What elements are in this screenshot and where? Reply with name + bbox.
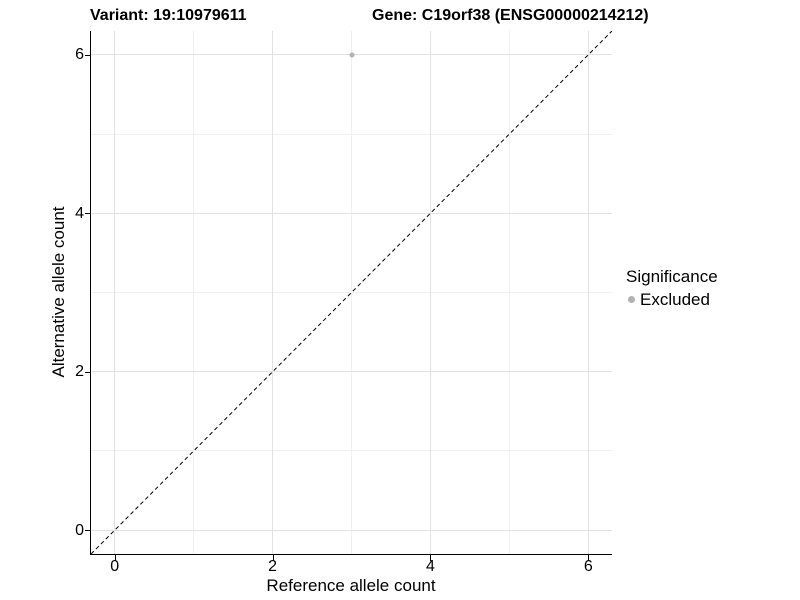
- x-tick-label: 4: [425, 558, 435, 575]
- x-axis-title: Reference allele count: [266, 576, 436, 595]
- plot-panel: [91, 31, 612, 554]
- x-tick-label: 0: [110, 558, 120, 575]
- minor-gridline-y: [91, 292, 612, 293]
- major-gridline-x: [429, 31, 431, 554]
- major-gridline-x: [272, 31, 274, 554]
- x-axis-line: [90, 554, 612, 555]
- major-gridline-y: [91, 371, 612, 373]
- legend-point-icon: [628, 296, 635, 303]
- x-tick-mark: [114, 555, 116, 561]
- legend-item-label: Excluded: [640, 290, 710, 309]
- identity-line: [91, 31, 612, 554]
- major-gridline-x: [114, 31, 116, 554]
- y-tick-label: 6: [75, 46, 84, 64]
- legend: Significance Excluded: [626, 266, 718, 310]
- x-tick-label: 6: [583, 558, 593, 575]
- y-tick-mark: [85, 54, 91, 56]
- y-axis-line: [90, 31, 91, 555]
- major-gridline-x: [587, 31, 589, 554]
- y-tick-mark: [85, 213, 91, 215]
- minor-gridline-y: [91, 133, 612, 135]
- y-tick-label: 2: [75, 363, 84, 381]
- y-tick-label: 0: [75, 521, 84, 539]
- variant-title: Variant: 19:10979611: [90, 7, 247, 24]
- y-axis-title: Alternative allele count: [49, 206, 68, 378]
- legend-title: Significance: [626, 267, 718, 286]
- minor-gridline-y: [91, 450, 612, 452]
- x-tick-mark: [588, 555, 590, 561]
- y-tick-mark: [85, 530, 91, 532]
- x-tick-mark: [272, 555, 274, 561]
- legend-item-excluded: Excluded: [626, 289, 718, 310]
- x-tick-label: 2: [268, 558, 277, 575]
- y-tick-mark: [85, 371, 91, 373]
- major-gridline-y: [91, 212, 612, 214]
- data-point-excluded: [349, 52, 354, 58]
- y-tick-label: 4: [75, 204, 84, 222]
- x-tick-mark: [430, 555, 432, 561]
- gene-title: Gene: C19orf38 (ENSG00000214212): [372, 7, 649, 24]
- major-gridline-y: [91, 529, 612, 531]
